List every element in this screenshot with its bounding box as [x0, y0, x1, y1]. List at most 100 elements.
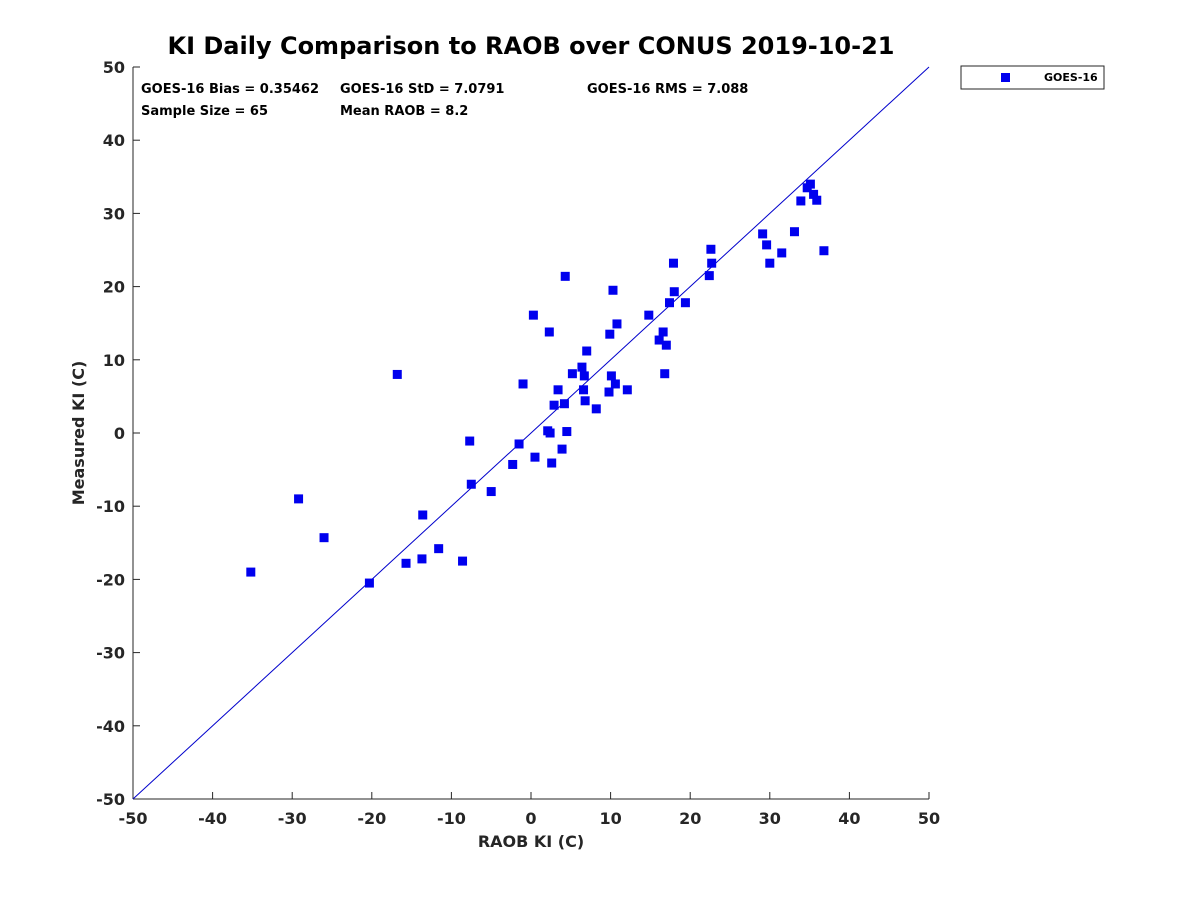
data-point [549, 400, 559, 410]
x-tick-label: -10 [437, 809, 466, 828]
data-point [605, 329, 615, 339]
data-point [401, 558, 411, 568]
data-point [294, 494, 304, 504]
data-point [465, 436, 475, 446]
data-point [514, 439, 524, 449]
data-point [812, 195, 822, 205]
data-point [580, 396, 590, 406]
x-tick-label: -20 [357, 809, 386, 828]
data-point [434, 544, 444, 554]
x-axis-label: RAOB KI (C) [478, 832, 584, 851]
data-point [610, 379, 620, 389]
stat-rms: GOES-16 RMS = 7.088 [587, 82, 748, 97]
data-point [622, 385, 632, 395]
data-point [805, 179, 815, 189]
data-points [246, 179, 829, 588]
x-tick-label: 40 [838, 809, 860, 828]
data-point [680, 298, 690, 308]
y-tick-label: 30 [103, 204, 125, 223]
x-ticks: -50 -40 -30 -20 -10 0 10 20 30 40 50 [119, 792, 940, 828]
y-tick-label: -20 [96, 570, 125, 589]
y-ticks: -50 -40 -30 -20 -10 0 10 20 30 40 50 [96, 58, 140, 809]
data-point [669, 287, 679, 297]
data-point [508, 459, 518, 469]
data-point [486, 487, 496, 497]
data-point [707, 258, 717, 268]
y-tick-label: -30 [96, 644, 125, 663]
chart-title: KI Daily Comparison to RAOB over CONUS 2… [168, 32, 895, 60]
stat-std: GOES-16 StD = 7.0791 [340, 82, 504, 97]
y-tick-label: 0 [114, 424, 125, 443]
y-tick-label: -10 [96, 497, 125, 516]
data-point [777, 248, 787, 258]
x-tick-label: -50 [119, 809, 148, 828]
data-point [528, 310, 538, 320]
x-tick-label: 50 [918, 809, 940, 828]
data-point [553, 385, 563, 395]
data-point [644, 310, 654, 320]
data-point [579, 371, 589, 381]
data-point [789, 227, 799, 237]
data-point [518, 379, 528, 389]
one-to-one-line [132, 66, 930, 800]
data-point [661, 340, 671, 350]
y-tick-label: 20 [103, 278, 125, 297]
x-tick-label: -40 [198, 809, 227, 828]
data-point [560, 271, 570, 281]
data-point [562, 427, 572, 437]
y-axis-label: Measured KI (C) [69, 361, 88, 506]
x-tick-label: -30 [278, 809, 307, 828]
data-point [612, 319, 622, 329]
data-point [704, 271, 714, 281]
data-point [582, 346, 592, 356]
data-point [668, 258, 678, 268]
data-point [758, 229, 768, 239]
y-tick-label: 10 [103, 351, 125, 370]
data-point [706, 244, 716, 254]
y-tick-label: -40 [96, 717, 125, 736]
legend-label: GOES-16 [1044, 71, 1098, 84]
data-point [665, 298, 675, 308]
data-point [608, 285, 618, 295]
data-point [765, 258, 775, 268]
data-point [544, 327, 554, 337]
data-point [591, 404, 601, 414]
data-point [604, 387, 614, 397]
data-point [458, 556, 468, 566]
data-point [567, 369, 577, 379]
data-point [557, 444, 567, 454]
data-point [796, 196, 806, 206]
x-tick-label: 30 [759, 809, 781, 828]
data-point [364, 578, 374, 588]
data-point [417, 554, 427, 564]
data-point [660, 369, 670, 379]
data-point [658, 327, 668, 337]
data-point [762, 240, 772, 250]
data-point [418, 510, 428, 520]
data-point [606, 371, 616, 381]
data-point [654, 335, 664, 345]
y-tick-label: 50 [103, 58, 125, 77]
data-point [530, 452, 540, 462]
data-point [392, 369, 402, 379]
data-point [819, 246, 829, 256]
data-point [319, 533, 329, 543]
data-point [579, 385, 589, 395]
x-tick-label: 0 [525, 809, 536, 828]
data-point [559, 399, 569, 409]
data-point [545, 428, 555, 438]
data-point [809, 189, 819, 199]
data-point [246, 567, 256, 577]
stat-mean-raob: Mean RAOB = 8.2 [340, 104, 468, 119]
data-point [466, 479, 476, 489]
legend-marker [1001, 73, 1010, 82]
legend-box [960, 65, 1105, 90]
y-tick-label: 40 [103, 131, 125, 150]
y-tick-label: -50 [96, 790, 125, 809]
data-point [547, 458, 557, 468]
legend: GOES-16 [960, 65, 1105, 90]
stat-sample-size: Sample Size = 65 [141, 104, 268, 119]
data-point [577, 362, 587, 372]
x-tick-label: 10 [599, 809, 621, 828]
